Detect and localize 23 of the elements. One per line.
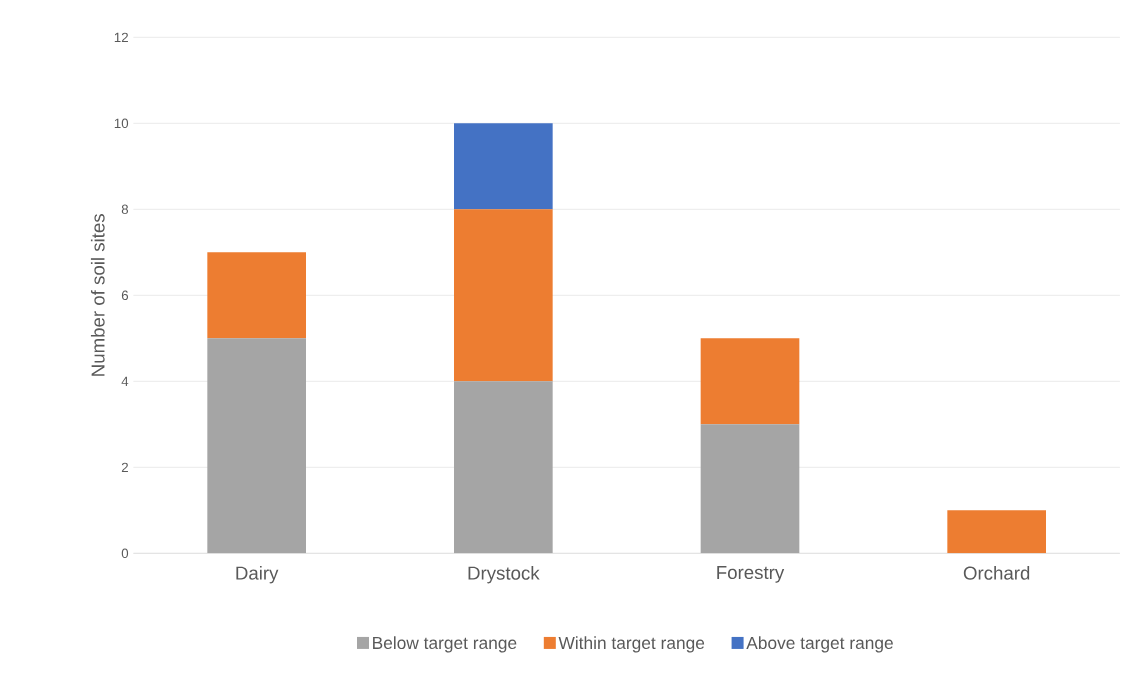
bar	[947, 510, 1046, 554]
legend-label: Above target range	[746, 636, 893, 653]
y-tick-label: 2	[121, 462, 128, 473]
x-tick-label: Drystock	[468, 566, 540, 584]
bar	[454, 123, 553, 210]
y-tick-label: 10	[114, 118, 129, 129]
legend-label: Below target range	[373, 636, 517, 653]
legend-label: Within target range	[558, 636, 705, 653]
y-tick-label: 4	[121, 376, 129, 387]
y-tick-label: 6	[121, 290, 129, 301]
bar	[700, 338, 800, 425]
y-tick-label: 0	[121, 548, 129, 559]
y-axis-title: Number of soil sites	[90, 214, 105, 376]
bar	[454, 209, 553, 382]
bar	[207, 252, 306, 339]
bar	[207, 338, 306, 554]
bar	[700, 424, 800, 554]
x-tick-label: Forestry	[717, 566, 785, 583]
bar	[454, 381, 553, 554]
y-tick-label: 8	[121, 204, 129, 215]
x-tick-label: Orchard	[963, 566, 1030, 580]
x-tick-label: Dairy	[236, 566, 279, 584]
y-tick-label: 12	[114, 32, 128, 43]
